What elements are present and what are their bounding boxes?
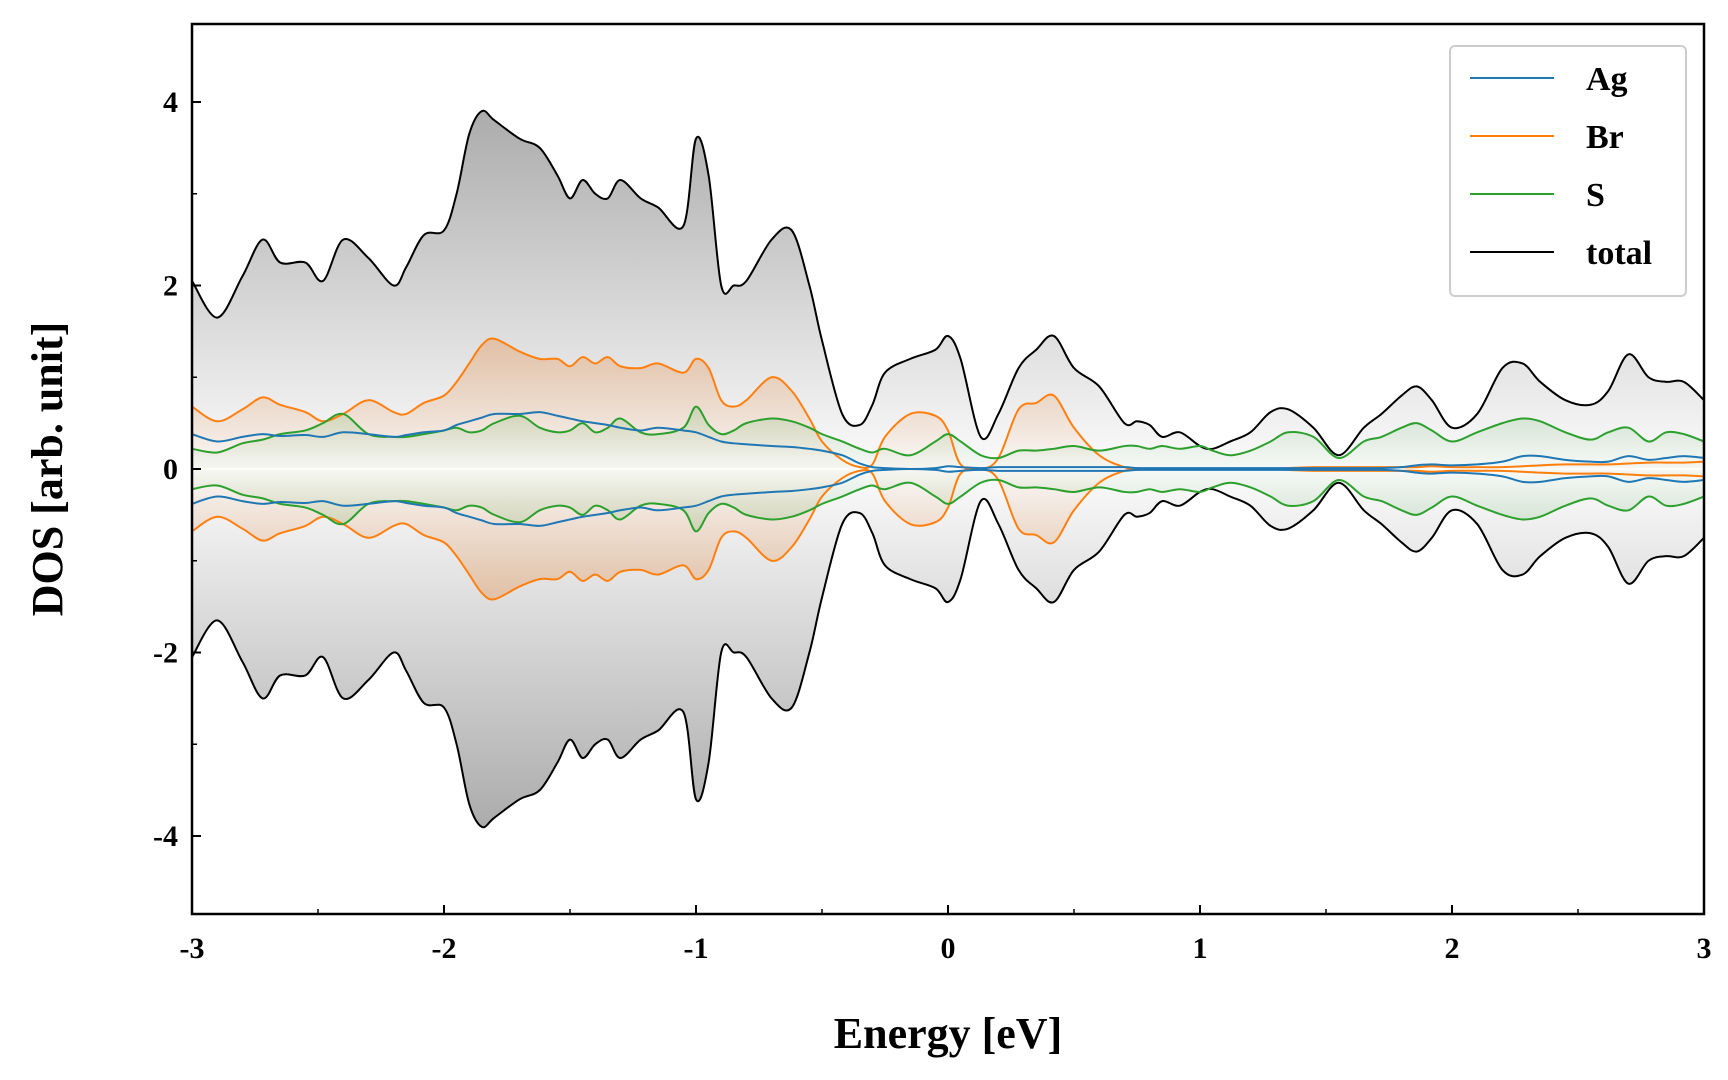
fill-s — [192, 406, 1704, 532]
x-tick-label: -2 — [432, 932, 457, 965]
y-axis-label: DOS [arb. unit] — [23, 322, 72, 617]
line-s-lower — [191, 478, 1705, 533]
legend-item-s: S — [1470, 177, 1605, 214]
y-axis-ticks: 4 2 0 -2 -4 — [153, 86, 201, 853]
line-ag-lower — [191, 467, 1705, 527]
line-s-upper — [191, 405, 1705, 460]
legend-label: S — [1586, 177, 1605, 214]
x-tick-label: -3 — [180, 932, 205, 965]
line-br-upper — [191, 337, 1705, 471]
x-tick-label: 2 — [1445, 932, 1460, 965]
series-fills — [192, 110, 1704, 828]
x-axis-ticks: -3 -2 -1 0 1 2 3 — [180, 905, 1712, 965]
y-tick-label: 4 — [163, 86, 178, 119]
y-tick-label: 2 — [163, 269, 178, 302]
legend-item-ag: Ag — [1470, 61, 1628, 98]
legend-label: total — [1586, 235, 1652, 272]
legend-item-br: Br — [1470, 119, 1624, 156]
line-total-lower — [191, 481, 1705, 829]
y-tick-label: -2 — [153, 637, 178, 670]
y-tick-label: 0 — [163, 453, 178, 486]
legend-item-total: total — [1470, 235, 1652, 272]
x-tick-label: 0 — [941, 932, 956, 965]
line-total-upper — [191, 109, 1705, 457]
y-tick-label: -4 — [153, 820, 178, 853]
x-tick-label: -1 — [684, 932, 709, 965]
series-lines — [191, 109, 1705, 829]
legend-label: Br — [1586, 119, 1624, 156]
x-axis-label: Energy [eV] — [834, 1009, 1063, 1058]
legend-box — [1449, 45, 1687, 297]
legend-label: Ag — [1586, 61, 1628, 98]
line-br-lower — [191, 467, 1705, 601]
x-tick-label: 1 — [1193, 932, 1208, 965]
x-tick-label: 3 — [1697, 932, 1712, 965]
